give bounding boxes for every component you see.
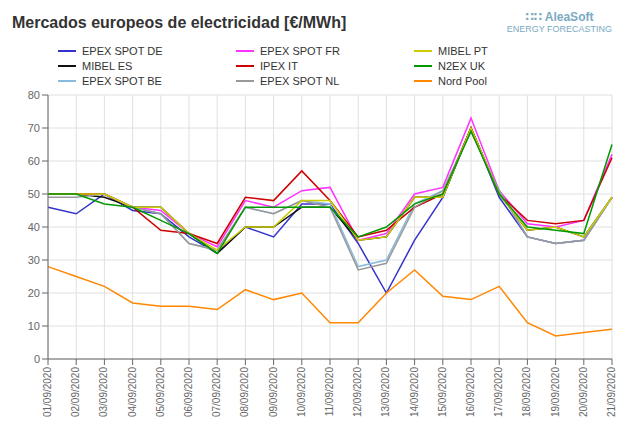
svg-text:10/09/2020: 10/09/2020	[296, 367, 307, 417]
svg-text:02/09/2020: 02/09/2020	[70, 367, 81, 417]
html-text:MIBEL ES: MIBEL ES	[82, 59, 133, 72]
svg-text:16/09/2020: 16/09/2020	[465, 367, 476, 417]
html-text:Nord Pool: Nord Pool	[438, 74, 487, 87]
svg-text:01/09/2020: 01/09/2020	[42, 367, 53, 417]
html-text:EPEX SPOT FR: EPEX SPOT FR	[260, 44, 340, 57]
svg-text:20/09/2020: 20/09/2020	[578, 367, 589, 417]
html-text:∷∷ AleaSoft: ∷∷ AleaSoft	[525, 10, 594, 25]
svg-text:12/09/2020: 12/09/2020	[352, 367, 363, 417]
svg-text:15/09/2020: 15/09/2020	[437, 367, 448, 417]
html-text:N2EX UK: N2EX UK	[438, 59, 486, 72]
html-text:Mercados europeos de electrici: Mercados europeos de electricidad [€/MWh…	[12, 14, 347, 31]
html-text:EPEX SPOT BE: EPEX SPOT BE	[82, 74, 162, 87]
svg-text:11/09/2020: 11/09/2020	[324, 367, 335, 417]
svg-text:09/09/2020: 09/09/2020	[268, 367, 279, 417]
html-text:IPEX IT: IPEX IT	[260, 59, 298, 72]
svg-text:03/09/2020: 03/09/2020	[99, 367, 110, 417]
html-text:EPEX SPOT NL: EPEX SPOT NL	[260, 74, 340, 87]
svg-text:19/09/2020: 19/09/2020	[550, 367, 561, 417]
svg-text:06/09/2020: 06/09/2020	[183, 367, 194, 417]
svg-text:04/09/2020: 04/09/2020	[127, 367, 138, 417]
svg-text:50: 50	[28, 188, 40, 200]
svg-text:21/09/2020: 21/09/2020	[606, 367, 617, 417]
svg-text:40: 40	[28, 221, 40, 233]
svg-text:05/09/2020: 05/09/2020	[155, 367, 166, 417]
svg-text:13/09/2020: 13/09/2020	[381, 367, 392, 417]
svg-text:0: 0	[34, 353, 40, 365]
svg-text:07/09/2020: 07/09/2020	[211, 367, 222, 417]
svg-text:17/09/2020: 17/09/2020	[493, 367, 504, 417]
svg-text:80: 80	[28, 89, 40, 101]
svg-text:08/09/2020: 08/09/2020	[240, 367, 251, 417]
svg-text:10: 10	[28, 320, 40, 332]
html-text:ENERGY FORECASTING: ENERGY FORECASTING	[506, 23, 612, 34]
html-text:MIBEL PT: MIBEL PT	[438, 44, 488, 57]
svg-text:14/09/2020: 14/09/2020	[409, 367, 420, 417]
html-text:EPEX SPOT DE: EPEX SPOT DE	[82, 44, 163, 57]
svg-text:70: 70	[28, 122, 40, 134]
svg-text:60: 60	[28, 155, 40, 167]
svg-text:18/09/2020: 18/09/2020	[522, 367, 533, 417]
svg-text:20: 20	[28, 287, 40, 299]
svg-text:30: 30	[28, 254, 40, 266]
